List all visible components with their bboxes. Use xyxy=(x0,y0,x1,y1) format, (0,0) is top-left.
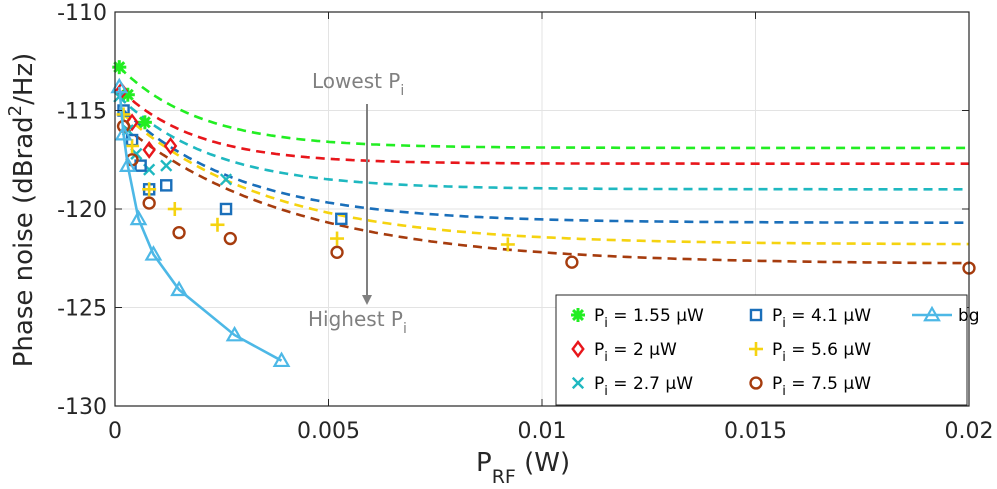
fit-curve xyxy=(118,95,969,191)
x-axis-label: PRF (W) xyxy=(476,448,570,488)
data-series xyxy=(110,60,976,368)
data-point xyxy=(142,196,156,210)
series-6 xyxy=(110,77,291,368)
series-4 xyxy=(116,107,515,252)
y-tick-label: -130 xyxy=(57,395,107,420)
y-tick-label: -110 xyxy=(57,1,107,26)
data-point xyxy=(110,77,129,94)
data-point xyxy=(167,202,182,216)
fit-curve xyxy=(118,66,969,150)
legend-marker xyxy=(571,340,585,358)
legend-marker xyxy=(749,342,763,356)
legend-label: Pi = 7.5 μW xyxy=(772,374,871,399)
data-point xyxy=(219,202,233,216)
data-point xyxy=(112,60,127,75)
data-point xyxy=(219,173,233,186)
data-point xyxy=(125,138,140,153)
data-point xyxy=(160,159,173,172)
legend-label: bg xyxy=(958,306,980,326)
legend-marker xyxy=(571,308,585,322)
fit-curve xyxy=(122,109,969,224)
data-point xyxy=(500,237,515,252)
data-point xyxy=(172,225,186,240)
data-point xyxy=(330,231,345,246)
legend-item: Pi = 1.55 μW xyxy=(571,306,704,331)
y-tick-label: -120 xyxy=(57,198,107,223)
annotation-highest: Highest Pi xyxy=(308,307,407,337)
data-point xyxy=(134,159,147,172)
legend-label: Pi = 2 μW xyxy=(594,340,677,365)
x-tick-label: 0.015 xyxy=(724,419,787,444)
legend: Pi = 1.55 μW Pi = 2 μW Pi = 2.7 μW Pi = 4.1… xyxy=(555,294,980,406)
data-point xyxy=(223,231,237,246)
legend-item: Pi = 7.5 μW xyxy=(749,374,871,399)
legend-marker xyxy=(749,376,763,390)
data-point xyxy=(116,107,131,122)
data-point xyxy=(210,217,225,232)
legend-label: Pi = 4.1 μW xyxy=(772,306,871,331)
data-point xyxy=(144,245,163,261)
legend-item: Pi = 5.6 μW xyxy=(749,340,871,365)
data-point xyxy=(163,136,178,155)
x-tick-label: 0 xyxy=(108,419,122,444)
data-point xyxy=(565,255,579,269)
x-tick-label: 0.005 xyxy=(297,419,360,444)
legend-item: bg xyxy=(912,305,980,326)
y-axis-label: Phase noise (dBrad2/Hz) xyxy=(5,53,39,368)
legend-item: Pi = 2.7 μW xyxy=(571,374,693,399)
fit-curves xyxy=(118,66,970,265)
legend-marker xyxy=(571,376,585,390)
legend-label: Pi = 1.55 μW xyxy=(594,306,704,331)
legend-label: Pi = 2.7 μW xyxy=(594,374,693,399)
data-point xyxy=(129,209,148,226)
data-point xyxy=(335,212,348,226)
data-point xyxy=(330,245,344,259)
legend-item: Pi = 2 μW xyxy=(571,340,677,365)
x-tick-label: 0.02 xyxy=(945,419,994,444)
data-point xyxy=(114,124,133,141)
legend-marker xyxy=(749,308,763,322)
fit-curve xyxy=(120,89,969,165)
data-point xyxy=(225,325,244,342)
legend-item: Pi = 4.1 μW xyxy=(749,306,871,331)
y-tick-label: -125 xyxy=(57,297,107,322)
fit-curve xyxy=(122,113,969,246)
legend-marker xyxy=(923,305,941,322)
data-point xyxy=(142,140,156,159)
data-point xyxy=(118,156,137,173)
data-point xyxy=(137,115,152,130)
y-tick-label: -115 xyxy=(57,100,107,125)
data-point xyxy=(170,280,188,297)
annotation-arrow xyxy=(362,104,372,305)
annotation-lowest: Lowest Pi xyxy=(312,69,404,99)
axis-ticks: 0 0.005 0.01 0.015 0.02 -130 -125 -120 -115 -110 xyxy=(57,1,993,444)
fit-curve xyxy=(122,125,970,265)
data-point xyxy=(142,182,157,197)
data-point xyxy=(272,351,291,368)
data-point xyxy=(125,113,139,132)
x-tick-label: 0.01 xyxy=(518,419,567,444)
legend-label: Pi = 5.6 μW xyxy=(772,340,871,365)
series-0 xyxy=(112,60,152,130)
data-point xyxy=(159,179,173,192)
